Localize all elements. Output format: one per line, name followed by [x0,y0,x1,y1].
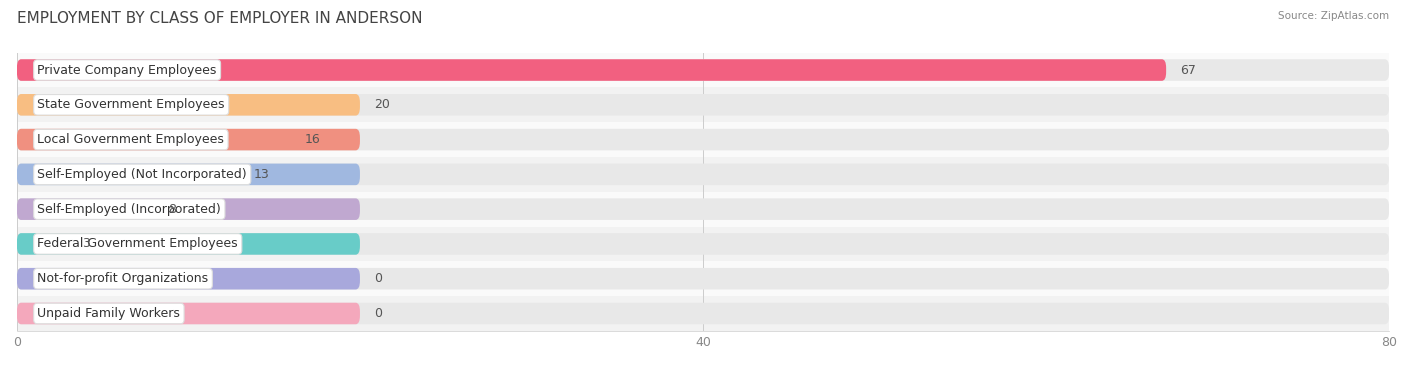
FancyBboxPatch shape [17,199,1389,220]
Text: 13: 13 [253,168,270,181]
Text: 67: 67 [1180,64,1195,77]
Text: Not-for-profit Organizations: Not-for-profit Organizations [38,272,208,285]
Text: Local Government Employees: Local Government Employees [38,133,225,146]
Bar [17,53,1389,88]
Text: 16: 16 [305,133,321,146]
Text: EMPLOYMENT BY CLASS OF EMPLOYER IN ANDERSON: EMPLOYMENT BY CLASS OF EMPLOYER IN ANDER… [17,11,422,26]
Text: 20: 20 [374,98,389,111]
Text: Source: ZipAtlas.com: Source: ZipAtlas.com [1278,11,1389,21]
FancyBboxPatch shape [17,268,1389,290]
Text: State Government Employees: State Government Employees [38,98,225,111]
Text: 0: 0 [374,272,381,285]
Bar [17,157,1389,192]
Text: Private Company Employees: Private Company Employees [38,64,217,77]
FancyBboxPatch shape [17,199,360,220]
Bar [17,87,1389,122]
FancyBboxPatch shape [17,59,1389,81]
FancyBboxPatch shape [17,129,1389,150]
FancyBboxPatch shape [17,94,1389,115]
FancyBboxPatch shape [17,129,360,150]
Text: 0: 0 [374,307,381,320]
Text: Self-Employed (Incorporated): Self-Employed (Incorporated) [38,203,221,216]
Text: Self-Employed (Not Incorporated): Self-Employed (Not Incorporated) [38,168,247,181]
Bar [17,192,1389,226]
Bar [17,296,1389,331]
FancyBboxPatch shape [17,303,360,324]
Text: Unpaid Family Workers: Unpaid Family Workers [38,307,180,320]
FancyBboxPatch shape [17,268,360,290]
FancyBboxPatch shape [17,164,1389,185]
Bar [17,226,1389,261]
FancyBboxPatch shape [17,233,360,255]
Text: 3: 3 [82,237,90,250]
FancyBboxPatch shape [17,164,360,185]
FancyBboxPatch shape [17,233,1389,255]
Bar [17,261,1389,296]
FancyBboxPatch shape [17,59,1166,81]
Text: Federal Government Employees: Federal Government Employees [38,237,238,250]
FancyBboxPatch shape [17,94,360,115]
FancyBboxPatch shape [17,303,1389,324]
Bar [17,122,1389,157]
Text: 8: 8 [167,203,176,216]
